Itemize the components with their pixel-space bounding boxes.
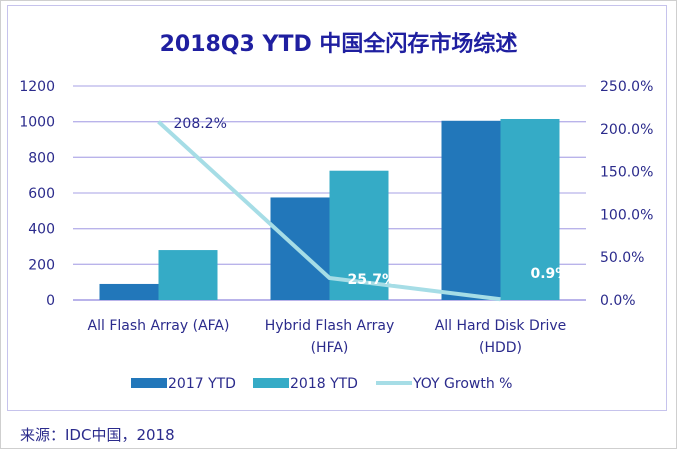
legend-2018-swatch	[253, 378, 289, 388]
x-tick-label: (HDD)	[479, 340, 522, 356]
y-left-tick-label: 600	[28, 186, 55, 202]
source-note: 来源：IDC中国，2018	[20, 426, 175, 444]
legend-yoy-label: YOY Growth %	[412, 376, 512, 392]
legend-2017-swatch	[131, 378, 167, 388]
x-tick-label: All Flash Array (AFA)	[88, 318, 230, 334]
x-tick-label: (HFA)	[311, 340, 349, 356]
bar-2017	[441, 120, 501, 301]
legend-2017-label: 2017 YTD	[168, 376, 236, 392]
y-left-tick-label: 200	[28, 257, 55, 273]
y-left-tick-label: 1000	[19, 115, 55, 131]
y-left-tick-label: 400	[28, 222, 55, 238]
x-tick-label: Hybrid Flash Array	[265, 318, 395, 334]
y-right-tick-label: 0.0%	[600, 293, 636, 309]
bar-2018	[158, 250, 218, 300]
yoy-data-label: 0.9%	[531, 266, 570, 282]
bar-2018	[500, 118, 560, 300]
y-left-tick-label: 800	[28, 150, 55, 166]
y-right-tick-label: 250.0%	[600, 79, 653, 95]
y-right-tick-label: 50.0%	[600, 250, 644, 266]
legend-2018-label: 2018 YTD	[290, 376, 358, 392]
y-right-tick-label: 100.0%	[600, 207, 653, 223]
y-left-tick-label: 0	[46, 293, 55, 309]
chart-title: 2018Q3 YTD 中国全闪存市场综述	[159, 32, 518, 57]
y-right-tick-label: 150.0%	[600, 165, 653, 181]
yoy-data-label: 208.2%	[174, 116, 227, 132]
bar-2017	[99, 283, 159, 300]
yoy-data-label: 25.7%	[348, 272, 397, 288]
y-right-tick-label: 200.0%	[600, 122, 653, 138]
x-tick-label: All Hard Disk Drive	[435, 318, 567, 334]
y-left-tick-label: 1200	[19, 79, 55, 95]
